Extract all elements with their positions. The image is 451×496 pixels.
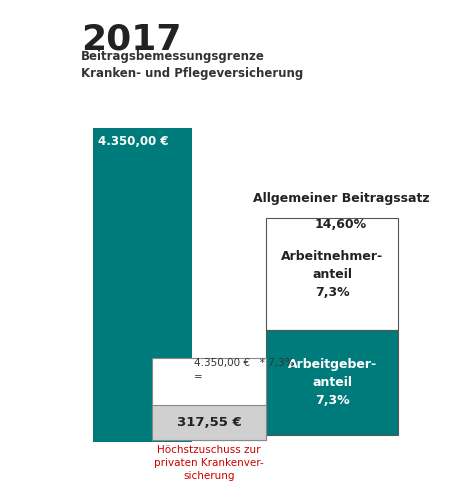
FancyBboxPatch shape [266, 330, 398, 435]
Text: 4.350,00 €   * 7,3%
=: 4.350,00 € * 7,3% = [194, 358, 295, 382]
Text: Arbeitnehmer-
anteil
7,3%: Arbeitnehmer- anteil 7,3% [281, 249, 383, 299]
FancyBboxPatch shape [152, 405, 266, 440]
FancyBboxPatch shape [93, 128, 192, 442]
FancyBboxPatch shape [152, 358, 266, 440]
Text: Höchstzuschuss zur
privaten Krankenver-
sicherung: Höchstzuschuss zur privaten Krankenver- … [154, 445, 264, 482]
Text: 14,60%: 14,60% [315, 218, 367, 231]
Text: 317,55 €: 317,55 € [177, 416, 241, 429]
Text: 4.350,00 €: 4.350,00 € [98, 135, 168, 148]
Text: Beitragsbemessungsgrenze
Kranken- und Pflegeversicherung: Beitragsbemessungsgrenze Kranken- und Pf… [81, 50, 304, 79]
Text: 2017: 2017 [81, 22, 182, 57]
Text: Allgemeiner Beitragssatz: Allgemeiner Beitragssatz [253, 192, 429, 205]
Text: Arbeitgeber-
anteil
7,3%: Arbeitgeber- anteil 7,3% [287, 358, 377, 407]
FancyBboxPatch shape [266, 218, 398, 330]
